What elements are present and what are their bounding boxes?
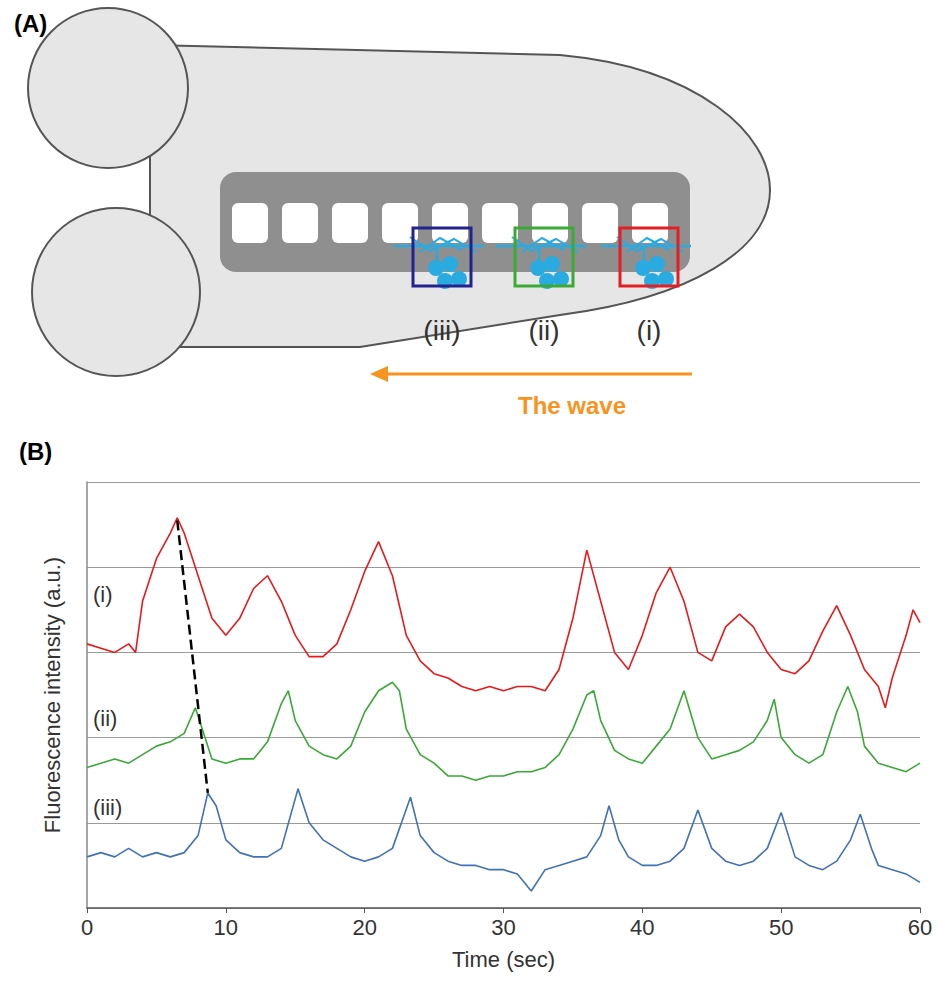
svg-text:(ii): (ii) (93, 706, 117, 731)
svg-text:50: 50 (769, 915, 793, 940)
svg-text:(iii): (iii) (423, 315, 460, 346)
svg-text:(B): (B) (19, 438, 52, 465)
svg-text:40: 40 (630, 915, 654, 940)
svg-text:(ii): (ii) (528, 315, 559, 346)
svg-text:20: 20 (352, 915, 376, 940)
svg-text:(iii): (iii) (93, 795, 122, 820)
svg-text:The wave: The wave (518, 392, 626, 419)
svg-text:30: 30 (491, 915, 515, 940)
svg-text:Time (sec): Time (sec) (452, 947, 555, 972)
svg-text:10: 10 (214, 915, 238, 940)
svg-text:(A): (A) (14, 10, 47, 37)
svg-text:(i): (i) (93, 582, 113, 607)
svg-text:60: 60 (908, 915, 932, 940)
svg-text:Fluorescence intensity (a.u.): Fluorescence intensity (a.u.) (40, 557, 65, 833)
svg-text:(i): (i) (637, 315, 662, 346)
svg-text:0: 0 (81, 915, 93, 940)
